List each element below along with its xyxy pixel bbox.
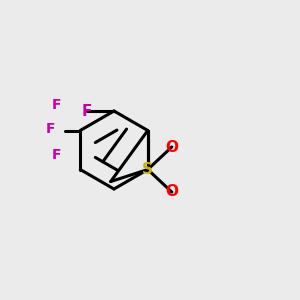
Text: F: F <box>52 98 61 112</box>
Text: O: O <box>165 184 178 200</box>
Text: S: S <box>142 162 153 177</box>
Text: O: O <box>165 140 178 154</box>
Text: F: F <box>46 122 55 136</box>
Text: F: F <box>82 103 92 118</box>
Text: F: F <box>52 148 61 161</box>
